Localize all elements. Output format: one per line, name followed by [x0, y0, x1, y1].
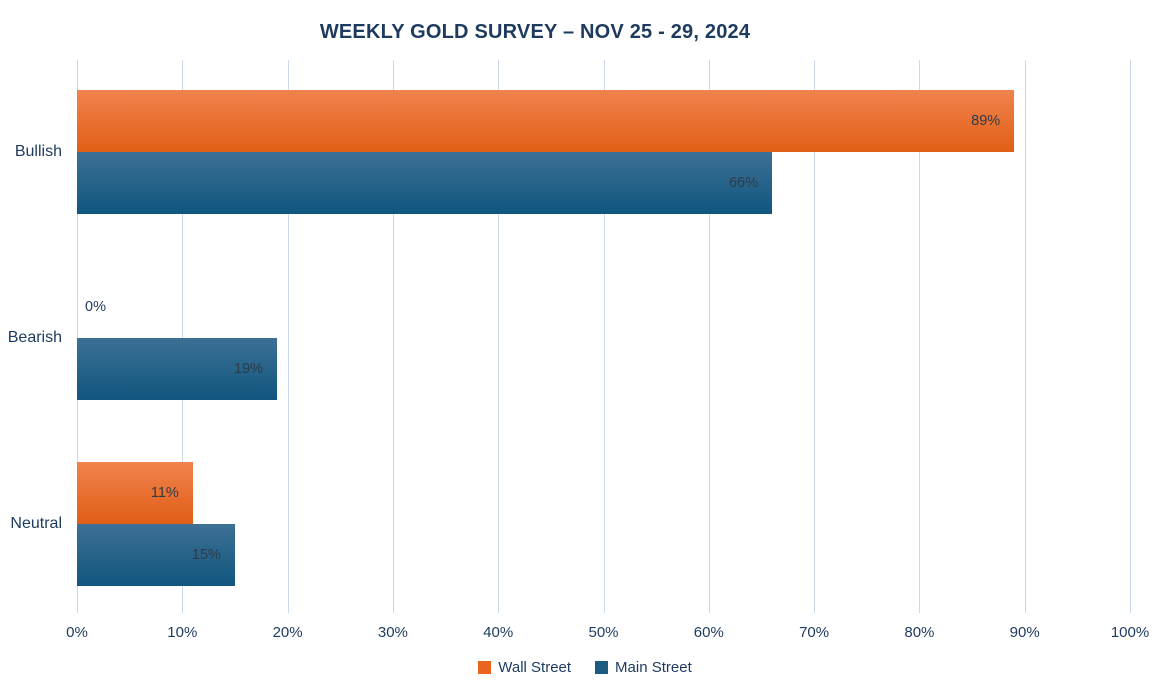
gridline	[919, 60, 921, 613]
category-label-neutral: Neutral	[10, 515, 62, 532]
legend-label: Wall Street	[498, 659, 572, 676]
gridline	[1130, 60, 1131, 613]
x-tick-label: 30%	[377, 624, 408, 641]
gridline	[1024, 60, 1026, 613]
category-label-bearish: Bearish	[7, 329, 62, 346]
legend-swatch-icon	[478, 661, 492, 674]
value-label-main-street-bearish: 19%	[234, 361, 264, 377]
bar-main-street-neutral	[77, 524, 235, 586]
gridline	[392, 60, 394, 613]
x-tick-label: 70%	[799, 624, 830, 641]
value-label-main-street-bullish: 66%	[728, 175, 758, 191]
value-label-wall-street-neutral: 11%	[150, 485, 179, 501]
x-tick-label: 90%	[1009, 624, 1040, 641]
x-tick-label: 60%	[693, 624, 724, 641]
x-tick-label: 80%	[904, 624, 935, 641]
gridline	[814, 60, 816, 613]
legend-item-main-street: Main Street	[595, 659, 692, 676]
bar-wall-street-bullish	[77, 90, 1015, 152]
x-tick-label: 50%	[588, 624, 619, 641]
gridline	[708, 60, 710, 613]
x-tick-label: 0%	[66, 624, 88, 641]
chart-title: WEEKLY GOLD SURVEY – NOV 25 - 29, 2024	[319, 21, 751, 43]
gridline	[603, 60, 605, 613]
gridline	[287, 60, 289, 613]
legend-item-wall-street: Wall Street	[478, 659, 571, 676]
gridline	[182, 60, 184, 613]
bar-main-street-bearish	[77, 338, 278, 400]
value-label-main-street-neutral: 15%	[191, 547, 221, 563]
bar-wall-street-neutral	[77, 462, 193, 524]
gridline	[77, 60, 78, 613]
category-label-bullish: Bullish	[14, 143, 62, 160]
plot-area: 89% 0% 11% 66% 19% 15%	[77, 60, 1131, 613]
legend-label: Main Street	[615, 659, 692, 676]
legend: Wall Street Main Street	[0, 659, 1160, 676]
value-label-wall-street-bullish: 89%	[971, 113, 1001, 129]
value-label-wall-street-bearish: 0%	[85, 299, 106, 315]
bar-main-street-bullish	[77, 152, 772, 214]
x-tick-label: 10%	[167, 624, 198, 641]
x-tick-label: 40%	[483, 624, 514, 641]
gridline	[498, 60, 500, 613]
x-tick-label: 20%	[272, 624, 303, 641]
x-tick-label: 100%	[1110, 624, 1150, 641]
legend-swatch-icon	[595, 661, 609, 674]
